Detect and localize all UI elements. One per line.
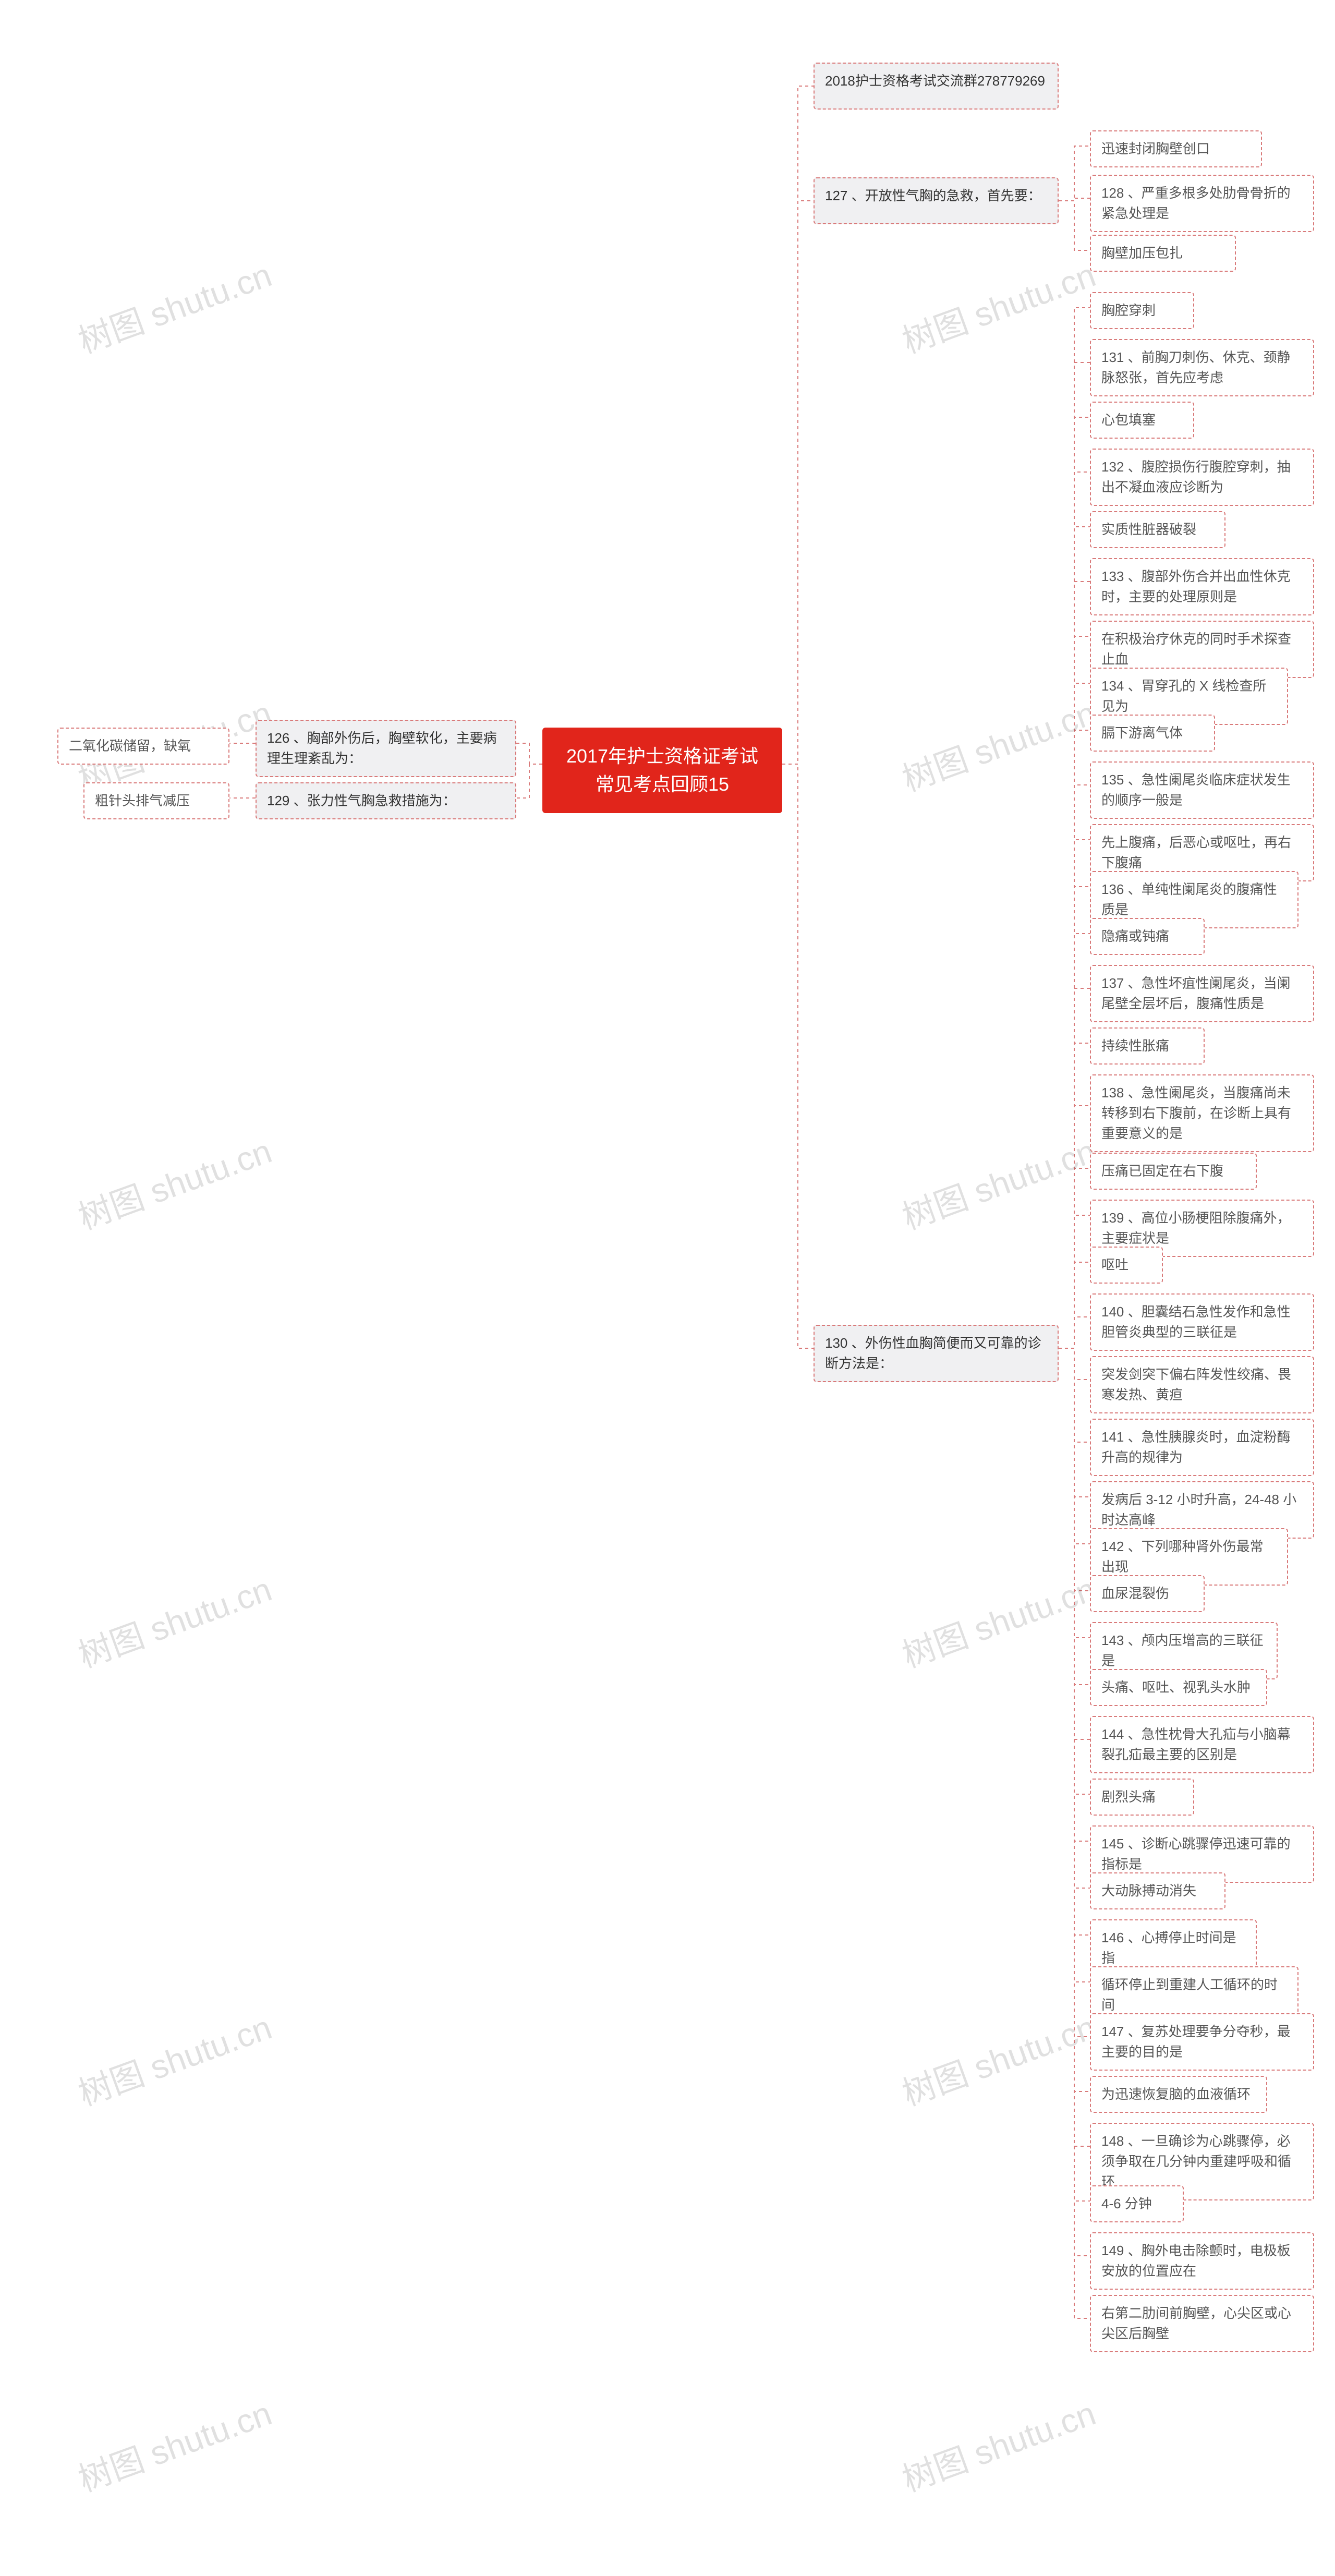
connector <box>1059 1348 1090 2146</box>
connector <box>1059 1348 1090 1685</box>
connector <box>1059 417 1090 1348</box>
mindmap-node-c19: 140 、胆囊结石急性发作和急性胆管炎典型的三联征是 <box>1090 1293 1314 1351</box>
connector <box>1059 1262 1090 1348</box>
connector <box>1059 1043 1090 1348</box>
mindmap-node-c18: 呕吐 <box>1090 1247 1163 1284</box>
connector <box>1059 146 1090 201</box>
connector <box>1059 1348 1090 1544</box>
mindmap-node-bgroup: 2018护士资格考试交流群278779269 <box>814 63 1059 110</box>
connector <box>1059 636 1090 1348</box>
mindmap-node-c4: 实质性脏器破裂 <box>1090 511 1225 548</box>
mindmap-node-c5: 133 、腹部外伤合并出血性休克时，主要的处理原则是 <box>1090 558 1314 615</box>
mindmap-node-c33: 147 、复苏处理要争分夺秒，最主要的目的是 <box>1090 2013 1314 2071</box>
mindmap-node-root: 2017年护士资格证考试常见考点回顾15 <box>542 728 782 813</box>
connector <box>1059 362 1090 1348</box>
mindmap-node-c24: 血尿混裂伤 <box>1090 1575 1205 1612</box>
mindmap-node-c26: 头痛、呕吐、视乳头水肿 <box>1090 1669 1267 1706</box>
connector <box>1059 1348 1090 1841</box>
connector <box>1059 1106 1090 1348</box>
mindmap-node-c37: 149 、胸外电击除颤时，电极板安放的位置应在 <box>1090 2232 1314 2290</box>
mindmap-node-c16: 压痛已固定在右下腹 <box>1090 1153 1257 1190</box>
mindmap-node-c13: 137 、急性坏疽性阑尾炎，当阑尾壁全层坏后，腹痛性质是 <box>1090 965 1314 1022</box>
mindmap-node-c20: 突发剑突下偏右阵发性绞痛、畏寒发热、黄疸 <box>1090 1356 1314 1413</box>
connector <box>1059 1348 1090 2037</box>
connector <box>1059 1168 1090 1348</box>
mindmap-node-c34: 为迅速恢复脑的血液循环 <box>1090 2076 1267 2113</box>
mindmap-node-b127: 127 、开放性气胸的急救，首先要： <box>814 177 1059 224</box>
connector <box>1059 887 1090 1348</box>
connector <box>1059 198 1090 201</box>
mindmap-node-b126: 126 、胸部外伤后，胸壁软化，主要病理生理紊乱为： <box>256 720 516 777</box>
connector <box>1059 527 1090 1348</box>
connector <box>1059 1348 1090 1591</box>
mindmap-node-c28: 剧烈头痛 <box>1090 1779 1194 1816</box>
mindmap-node-c15: 138 、急性阑尾炎，当腹痛尚未转移到右下腹前，在诊断上具有重要意义的是 <box>1090 1074 1314 1152</box>
mindmap-node-c0: 胸腔穿刺 <box>1090 292 1194 329</box>
mindmap-node-c14: 持续性胀痛 <box>1090 1027 1205 1065</box>
connector <box>1059 582 1090 1348</box>
watermark: 树图 shutu.cn <box>71 248 277 362</box>
watermark: 树图 shutu.cn <box>71 2001 277 2115</box>
mindmap-node-l126: 二氧化碳储留，缺氧 <box>57 728 229 765</box>
mindmap-node-b129: 129 、张力性气胸急救措施为： <box>256 782 516 819</box>
mindmap-node-l128q: 128 、严重多根多处肋骨骨折的紧急处理是 <box>1090 175 1314 232</box>
mindmap-node-c12: 隐痛或钝痛 <box>1090 918 1205 955</box>
connector <box>1059 201 1090 250</box>
mindmap-node-b130: 130 、外伤性血胸简便而又可靠的诊断方法是： <box>814 1325 1059 1382</box>
mindmap-node-l128a: 胸壁加压包扎 <box>1090 235 1236 272</box>
connector <box>1059 1215 1090 1348</box>
mindmap-node-c1: 131 、前胸刀刺伤、休克、颈静脉怒张，首先应考虑 <box>1090 339 1314 396</box>
connector <box>1059 1348 1090 1497</box>
connector <box>1059 1317 1090 1348</box>
mindmap-node-c3: 132 、腹腔损伤行腹腔穿刺，抽出不凝血液应诊断为 <box>1090 449 1314 506</box>
connector <box>1059 1348 1090 1638</box>
watermark: 树图 shutu.cn <box>895 248 1101 362</box>
watermark: 树图 shutu.cn <box>895 2387 1101 2501</box>
connector <box>782 86 814 764</box>
mindmap-node-c38: 右第二肋间前胸壁，心尖区或心尖区后胸壁 <box>1090 2295 1314 2352</box>
connector <box>1059 1348 1090 1888</box>
connector <box>1059 988 1090 1348</box>
connector <box>1059 1348 1090 2201</box>
connector <box>516 764 542 798</box>
connector <box>1059 730 1090 1348</box>
watermark: 树图 shutu.cn <box>71 1124 277 1239</box>
mindmap-node-c21: 141 、急性胰腺炎时，血淀粉酶升高的规律为 <box>1090 1419 1314 1476</box>
connector <box>1059 1348 1090 1794</box>
watermark: 树图 shutu.cn <box>895 2001 1101 2115</box>
connector <box>782 201 814 764</box>
connector <box>1059 840 1090 1348</box>
connector <box>1059 1348 1090 2256</box>
connector <box>1059 1348 1090 1982</box>
connector <box>1059 1348 1090 1380</box>
connector <box>516 743 542 764</box>
mindmap-node-l127a: 迅速封闭胸壁创口 <box>1090 130 1262 167</box>
watermark: 树图 shutu.cn <box>895 686 1101 801</box>
connector <box>782 764 814 1348</box>
connector <box>1059 1348 1090 2091</box>
mindmap-node-l129: 粗针头排气减压 <box>83 782 229 819</box>
watermark: 树图 shutu.cn <box>71 2387 277 2501</box>
mindmap-node-c9: 135 、急性阑尾炎临床症状发生的顺序一般是 <box>1090 761 1314 819</box>
connector <box>1059 1348 1090 1935</box>
connector <box>1059 472 1090 1348</box>
connector <box>1059 308 1090 1348</box>
mindmap-node-c27: 144 、急性枕骨大孔疝与小脑幕裂孔疝最主要的区别是 <box>1090 1716 1314 1773</box>
watermark: 树图 shutu.cn <box>895 1124 1101 1239</box>
connector <box>1059 1348 1090 1442</box>
watermark: 树图 shutu.cn <box>71 1563 277 1677</box>
mindmap-node-c2: 心包填塞 <box>1090 402 1194 439</box>
connector <box>1059 1348 1090 1739</box>
connector <box>1059 683 1090 1348</box>
mindmap-node-c8: 膈下游离气体 <box>1090 715 1215 752</box>
watermark: 树图 shutu.cn <box>895 1563 1101 1677</box>
connector <box>1059 934 1090 1348</box>
mindmap-node-c36: 4-6 分钟 <box>1090 2185 1184 2222</box>
connector <box>1059 785 1090 1348</box>
mindmap-node-c30: 大动脉搏动消失 <box>1090 1872 1225 1909</box>
connector <box>1059 1348 1090 2318</box>
